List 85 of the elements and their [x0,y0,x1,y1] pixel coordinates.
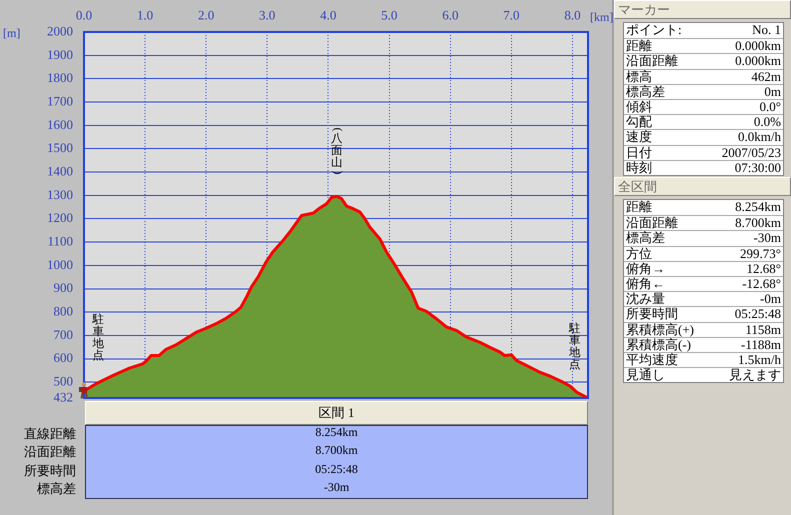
text: 05:25:48 [734,306,781,322]
text: 0.000km [735,38,781,54]
text: No. 1 [752,22,781,38]
x-tick-label: 7.0 [503,8,520,23]
text: 平均速度 [626,352,678,368]
text: 05:25:48 [314,462,359,478]
text: 12.68° [746,260,781,276]
text: 日付 [626,144,652,160]
text: 0.0% [754,114,781,130]
y-tick-label: 1100 [47,234,73,248]
text: マーカー [614,0,791,19]
text: -0m [760,291,781,306]
text: 累積標高(+) [626,322,694,337]
y-tick-label: 700 [54,326,73,342]
x-tick-label: 4.0 [320,8,336,23]
y-tick-label: 1300 [47,186,73,202]
text: -12.68° [742,276,781,292]
annotation: 駐車地点 [568,322,582,371]
text: 速度 [626,129,652,144]
y-tick-label: 2000 [47,23,73,38]
x-tick-label: 8.0 [564,8,581,23]
x-tick-label: 6.0 [442,8,458,23]
y-tick-label: 1600 [47,116,73,132]
y-tick-label: 432 [54,389,73,404]
text: 0m [764,84,781,99]
text: 標高差 [36,480,76,498]
y-tick-label: 1800 [47,70,73,86]
text: 所要時間 [626,306,678,322]
text: 沿面距離 [23,443,76,462]
y-tick-label: 600 [54,350,73,366]
x-tick-label: 5.0 [381,8,398,23]
x-tick-label: 1.0 [136,8,154,23]
text: 直線距離 [23,425,76,443]
annotation: (八面山) [330,126,344,177]
text: 2007/05/23 [722,144,781,160]
text: 標高 [626,68,652,84]
text: 勾配 [626,114,652,130]
y-tick-label: 900 [54,280,73,296]
text: 距離 [626,38,652,54]
text: 累積標高(-) [626,336,691,352]
text: 全区間 [614,177,791,196]
text: 距離 [626,199,652,216]
x-axis-title: [km] [590,10,614,24]
text: ポイント: [626,22,682,38]
text: -1188m [741,336,781,352]
text: 傾斜 [626,98,652,114]
text: -30m [322,480,350,496]
text: 方位 [626,246,652,261]
text: 462m [751,68,781,84]
text: 07:30:00 [734,160,781,175]
y-tick-label: 1500 [47,140,73,156]
text: 299.73° [740,246,781,261]
y-tick-label: 1900 [47,46,73,62]
text: 俯角→ [626,260,665,276]
text: 8.254km [735,199,781,216]
text: 沿面距離 [626,53,678,69]
text: 沿面距離 [626,215,678,230]
y-tick-label: 800 [54,304,73,319]
text: 見通し [626,367,665,382]
text: 俯角← [626,276,665,292]
text: 時刻 [626,160,652,175]
text: 区間 1 [85,401,588,425]
text: 8.254km [314,425,359,441]
text: 1158m [745,322,781,337]
text: 標高差 [626,84,665,99]
text: 8.700km [314,443,359,460]
y-tick-label: 1400 [47,163,73,178]
text: -30m [754,230,781,246]
text: 見えます [729,367,781,382]
text: 標高差 [626,230,665,246]
text: 0.0km/h [738,129,781,144]
y-tick-label: 1000 [47,256,73,272]
text: 1.5km/h [738,352,781,368]
x-tick-label: 2.0 [198,8,214,23]
y-tick-label: 500 [54,374,73,389]
x-tick-label: 3.0 [259,8,276,23]
text: 沈み量 [626,291,665,306]
text: 0.000km [735,53,781,69]
y-tick-label: 1200 [47,210,73,226]
text: 0.0° [760,98,781,114]
text: 8.700km [735,215,781,230]
x-tick-label: 0.0 [76,8,92,23]
y-axis-title: [m] [3,26,20,40]
text: 所要時間 [23,462,76,480]
y-tick-label: 1700 [47,93,73,108]
